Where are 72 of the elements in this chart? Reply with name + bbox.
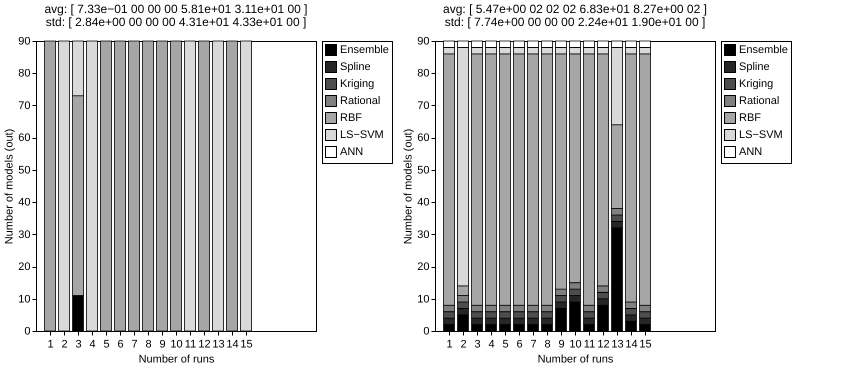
x-tick-label: 10 bbox=[569, 338, 582, 350]
x-tick-label: 12 bbox=[597, 338, 610, 350]
x-tick-label: 14 bbox=[625, 338, 638, 350]
x-tick-label: 11 bbox=[184, 338, 196, 350]
x-axis-title: Number of runs bbox=[538, 354, 614, 366]
legend-label: Rational bbox=[340, 95, 380, 107]
y-tick-label: 20 bbox=[18, 261, 30, 274]
x-tick-label: 2 bbox=[61, 338, 68, 350]
x-tick-label: 2 bbox=[460, 338, 467, 350]
y-tick-label: 90 bbox=[18, 36, 30, 48]
x-tick-label: 9 bbox=[159, 338, 166, 350]
legend-label: ANN bbox=[340, 146, 364, 158]
y-tick-label: 60 bbox=[417, 132, 430, 144]
chart-title: avg: [ 5.47e+00 02 02 02 6.83e+01 8.27e+00 02 ] bbox=[443, 2, 707, 16]
x-tick-label: 8 bbox=[544, 338, 551, 350]
x-tick-label: 13 bbox=[212, 338, 225, 350]
legend-label: LS−SVM bbox=[340, 129, 384, 141]
chart-subtitle: std: [ 2.84e+00 00 00 00 4.31e+01 4.33e+01 00 ] bbox=[46, 15, 306, 29]
x-tick-label: 14 bbox=[226, 338, 239, 350]
x-tick-label: 9 bbox=[558, 338, 565, 350]
chart-title: avg: [ 7.33e−01 00 00 00 5.81e+01 3.11e+01 00 ] bbox=[44, 2, 308, 16]
legend-label: RBF bbox=[739, 112, 762, 124]
legend-label: Ensemble bbox=[340, 44, 389, 56]
y-tick-label: 20 bbox=[417, 261, 430, 274]
x-tick-label: 3 bbox=[474, 338, 481, 350]
y-tick-label: 10 bbox=[417, 293, 430, 306]
x-tick-label: 15 bbox=[240, 338, 253, 350]
x-tick-label: 5 bbox=[502, 338, 509, 350]
y-tick-label: 80 bbox=[417, 68, 430, 80]
legend-label: Kriging bbox=[739, 78, 774, 90]
x-tick-label: 11 bbox=[584, 338, 596, 350]
y-tick-label: 30 bbox=[417, 228, 430, 241]
x-tick-label: 12 bbox=[198, 338, 211, 350]
legend-label: RBF bbox=[340, 112, 362, 124]
legend-label: Kriging bbox=[340, 78, 374, 90]
x-tick-label: 7 bbox=[131, 338, 138, 350]
x-tick-label: 8 bbox=[145, 338, 152, 350]
y-axis-title: Number of models (out) bbox=[402, 128, 414, 244]
y-tick-label: 60 bbox=[18, 132, 30, 144]
legend-label: Ensemble bbox=[739, 44, 788, 56]
y-tick-label: 40 bbox=[18, 196, 30, 209]
y-tick-label: 90 bbox=[417, 36, 430, 48]
y-tick-label: 50 bbox=[18, 164, 30, 176]
x-tick-label: 15 bbox=[639, 338, 652, 350]
y-tick-label: 0 bbox=[423, 326, 430, 338]
y-tick-label: 0 bbox=[24, 326, 30, 338]
y-axis-title: Number of models (out) bbox=[3, 128, 16, 244]
legend-label: ANN bbox=[739, 146, 762, 158]
x-tick-label: 3 bbox=[75, 338, 82, 350]
x-tick-label: 6 bbox=[516, 338, 523, 350]
x-tick-label: 13 bbox=[611, 338, 624, 350]
x-tick-label: 7 bbox=[530, 338, 537, 350]
y-tick-label: 10 bbox=[18, 293, 30, 306]
y-tick-label: 70 bbox=[417, 100, 430, 112]
legend-label: Rational bbox=[739, 95, 780, 107]
chart-subtitle: std: [ 7.74e+00 00 00 00 2.24e+01 1.90e+01 00 ] bbox=[444, 15, 706, 29]
y-tick-label: 30 bbox=[18, 228, 30, 241]
x-tick-label: 1 bbox=[446, 338, 453, 350]
x-tick-label: 6 bbox=[117, 338, 124, 350]
legend-label: Spline bbox=[739, 61, 770, 73]
y-tick-label: 80 bbox=[18, 68, 30, 80]
y-tick-label: 50 bbox=[417, 164, 430, 176]
x-axis-title: Number of runs bbox=[138, 354, 215, 366]
legend-label: LS−SVM bbox=[739, 129, 783, 141]
x-tick-label: 4 bbox=[89, 338, 96, 350]
x-tick-label: 4 bbox=[488, 338, 495, 350]
y-tick-label: 40 bbox=[417, 196, 430, 209]
x-tick-label: 10 bbox=[170, 338, 183, 350]
legend-label: Spline bbox=[340, 61, 371, 73]
y-tick-label: 70 bbox=[18, 100, 30, 112]
x-tick-label: 5 bbox=[103, 338, 110, 350]
x-tick-label: 1 bbox=[47, 338, 54, 350]
